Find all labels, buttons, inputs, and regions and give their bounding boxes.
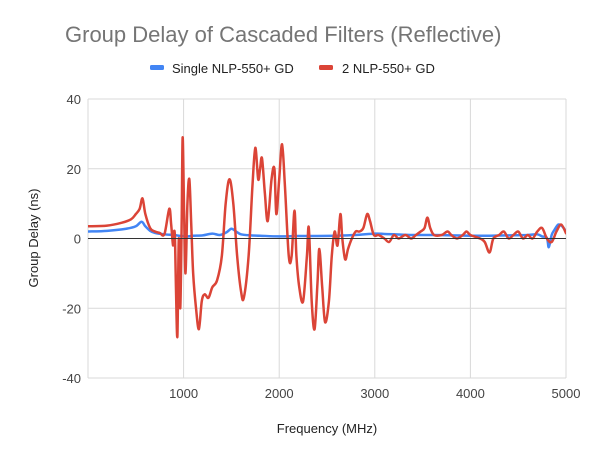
series-line-single xyxy=(88,220,566,249)
y-axis-label: Group Delay (ns) xyxy=(26,189,41,288)
y-tick-label: 20 xyxy=(67,162,81,177)
x-tick-label: 3000 xyxy=(360,386,389,401)
y-tick-label: -40 xyxy=(62,371,81,386)
y-tick-label: 40 xyxy=(67,92,81,107)
x-tick-label: 4000 xyxy=(456,386,485,401)
x-tick-label: 5000 xyxy=(552,386,581,401)
series-layer xyxy=(88,136,566,339)
x-axis-label: Frequency (MHz) xyxy=(277,421,377,436)
x-tick-label: 1000 xyxy=(169,386,198,401)
chart-title: Group Delay of Cascaded Filters (Reflect… xyxy=(65,22,502,47)
legend-label-single: Single NLP-550+ GD xyxy=(172,61,294,76)
legend-label-double: 2 NLP-550+ GD xyxy=(342,61,435,76)
series-line-double xyxy=(88,136,566,339)
y-tick-label: 0 xyxy=(74,232,81,247)
tick-labels: -40 -20 0 20 40 1000 2000 3000 4000 5000 xyxy=(62,92,580,401)
y-tick-label: -20 xyxy=(62,301,81,316)
x-tick-label: 2000 xyxy=(265,386,294,401)
legend: Single NLP-550+ GD 2 NLP-550+ GD xyxy=(150,61,435,76)
legend-swatch-single xyxy=(150,65,164,70)
legend-swatch-double xyxy=(319,65,333,70)
